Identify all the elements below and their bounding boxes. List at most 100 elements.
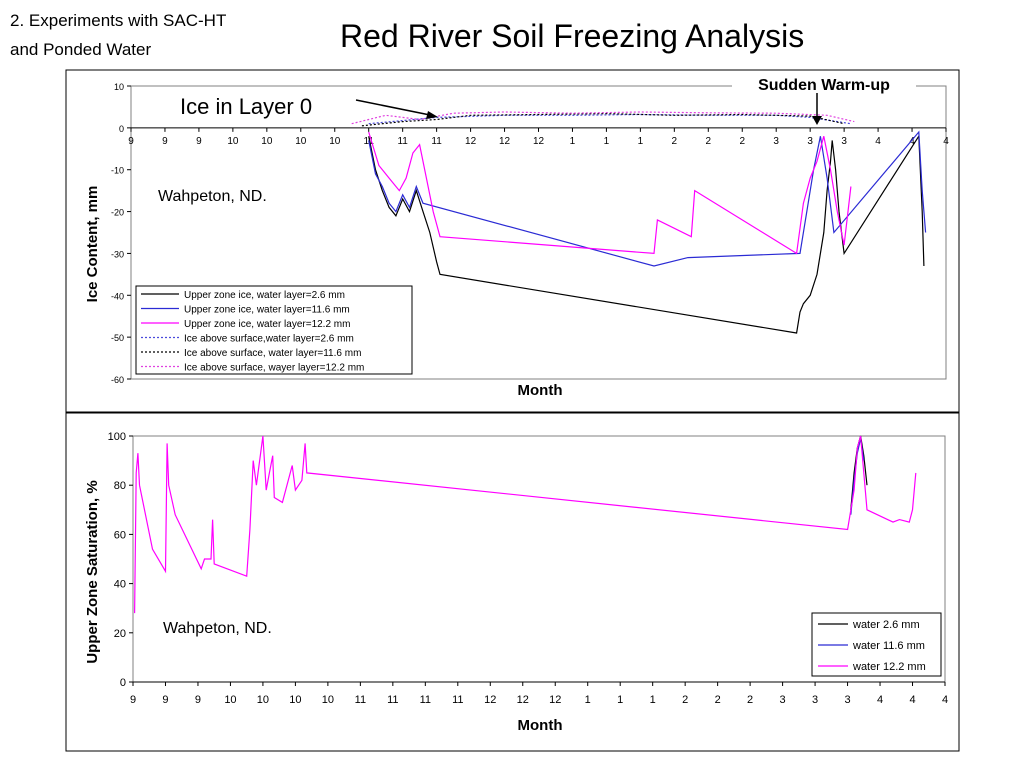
x-tick-label: 1 — [585, 694, 591, 706]
x-tick-label: 4 — [942, 694, 948, 706]
x-tick-label: 9 — [162, 694, 168, 706]
section-label-line2: and Ponded Water — [10, 40, 152, 59]
x-tick-label: 9 — [196, 136, 202, 147]
series-line-5 — [361, 112, 845, 127]
ice-layer-arrow — [355, 99, 431, 116]
y-tick-label: -40 — [111, 291, 124, 301]
chart2-legend: water 2.6 mm water 11.6 mm water 12.2 mm — [811, 612, 942, 677]
legend-entry: water 11.6 mm — [852, 640, 925, 652]
chart2-y-ticks: 100 80 60 40 20 0 — [108, 431, 945, 689]
x-tick-label: 4 — [943, 136, 949, 147]
chart1-legend-box — [135, 285, 413, 375]
x-tick-label: 10 — [295, 136, 307, 147]
x-tick-label: 3 — [773, 136, 779, 147]
chart2-location-label: Wahpeton, ND. — [163, 620, 272, 637]
chart2-y-axis-title: Upper Zone Saturation, % — [84, 480, 101, 663]
ice-layer-arrowhead — [426, 111, 438, 119]
ice-layer-label: Ice in Layer 0 — [180, 94, 312, 119]
y-tick-label: -30 — [111, 249, 124, 259]
x-tick-label: 2 — [682, 694, 688, 706]
y-tick-label: -20 — [111, 208, 124, 218]
x-tick-label: 4 — [909, 694, 915, 706]
chart2-x-axis-title: Month — [518, 717, 563, 734]
x-tick-label: 12 — [465, 136, 477, 147]
y-tick-label: 10 — [114, 82, 124, 92]
series-line-6 — [351, 111, 855, 125]
x-tick-label: 10 — [224, 694, 236, 706]
y-tick-label: -60 — [111, 375, 124, 385]
x-tick-label: 2 — [672, 136, 678, 147]
x-tick-label: 10 — [289, 694, 301, 706]
x-tick-label: 11 — [355, 694, 366, 706]
x-tick-label: 3 — [807, 136, 813, 147]
legend-entry: Upper zone ice, water layer=2.6 mm — [184, 290, 345, 301]
x-tick-label: 9 — [195, 694, 201, 706]
series-line-4 — [368, 113, 851, 125]
x-tick-label: 2 — [706, 136, 712, 147]
y-tick-label: 60 — [114, 529, 126, 541]
x-tick-label: 12 — [484, 694, 496, 706]
x-tick-label: 1 — [638, 136, 644, 147]
x-tick-label: 1 — [604, 136, 610, 147]
series-line-2 — [368, 130, 927, 267]
x-tick-label: 1 — [570, 136, 576, 147]
y-tick-label: 0 — [120, 677, 126, 689]
y-tick-label: 80 — [114, 480, 126, 492]
chart1-y-axis-title: Ice Content, mm — [84, 186, 101, 303]
x-tick-label: 11 — [431, 136, 442, 147]
x-tick-label: 1 — [617, 694, 623, 706]
warmup-label: Sudden Warm-up — [758, 77, 890, 94]
x-tick-label: 3 — [841, 136, 847, 147]
x-tick-label: 3 — [812, 694, 818, 706]
y-tick-label: -50 — [111, 333, 124, 343]
section-label: 2. Experiments with SAC-HT and Ponded Wa… — [10, 6, 226, 64]
x-tick-label: 11 — [452, 694, 463, 706]
y-tick-label: 40 — [114, 579, 126, 591]
x-tick-label: 10 — [329, 136, 341, 147]
x-tick-label: 9 — [162, 136, 168, 147]
legend-entry: Ice above surface, wayer layer=12.2 mm — [184, 363, 364, 374]
series-line-3 — [368, 131, 852, 255]
page-title: Red River Soil Freezing Analysis — [340, 18, 805, 54]
x-tick-label: 2 — [739, 136, 745, 147]
x-tick-label: 1 — [650, 694, 656, 706]
series-line-3 — [134, 435, 917, 614]
chart1-plot-area — [130, 85, 947, 380]
x-tick-label: 10 — [261, 136, 273, 147]
x-tick-label: 9 — [128, 136, 134, 147]
x-tick-label: 3 — [780, 694, 786, 706]
x-tick-label: 2 — [747, 694, 753, 706]
y-tick-label: -10 — [111, 166, 124, 176]
x-tick-label: 4 — [875, 136, 881, 147]
chart1-x-title-bg — [505, 380, 575, 404]
legend-entry: water 2.6 mm — [852, 619, 920, 631]
x-tick-label: 2 — [715, 694, 721, 706]
warmup-label-bg — [732, 72, 916, 96]
x-tick-label: 12 — [533, 136, 545, 147]
x-tick-label: 11 — [397, 136, 408, 147]
chart1-series — [351, 111, 927, 334]
y-tick-label: 20 — [114, 628, 126, 640]
chart1-x-ticks: 9 9 9 10 10 10 10 11 11 11 12 12 12 1 1 1 2 2 2 3 3 3 4 4 4 — [128, 127, 949, 147]
legend-entry: Upper zone ice, water layer=12.2 mm — [184, 319, 350, 330]
x-tick-label: 10 — [227, 136, 239, 147]
x-tick-label: 10 — [322, 694, 334, 706]
warmup-arrowhead — [812, 116, 822, 125]
chart2-x-ticks: 9 9 9 10 10 10 10 11 11 11 11 12 12 12 1 1 1 2 2 2 3 3 3 4 4 4 — [130, 682, 948, 706]
x-tick-label: 12 — [549, 694, 561, 706]
x-tick-label: 4 — [909, 136, 915, 147]
y-tick-label: 0 — [119, 124, 124, 134]
x-tick-label: 11 — [420, 694, 431, 706]
y-tick-label: 100 — [108, 431, 126, 443]
legend-entry: Ice above surface,water layer=2.6 mm — [184, 334, 354, 345]
x-tick-label: 9 — [130, 694, 136, 706]
chart1-x-axis-title: Month — [518, 382, 563, 399]
chart1-legend: Upper zone ice, water layer=2.6 mm Upper … — [135, 285, 413, 375]
legend-entry: water 12.2 mm — [852, 661, 926, 673]
x-tick-label: 4 — [877, 694, 883, 706]
x-tick-label: 11 — [387, 694, 398, 706]
x-tick-label: 12 — [517, 694, 529, 706]
series-line-1 — [368, 134, 925, 334]
x-tick-label: 10 — [257, 694, 269, 706]
